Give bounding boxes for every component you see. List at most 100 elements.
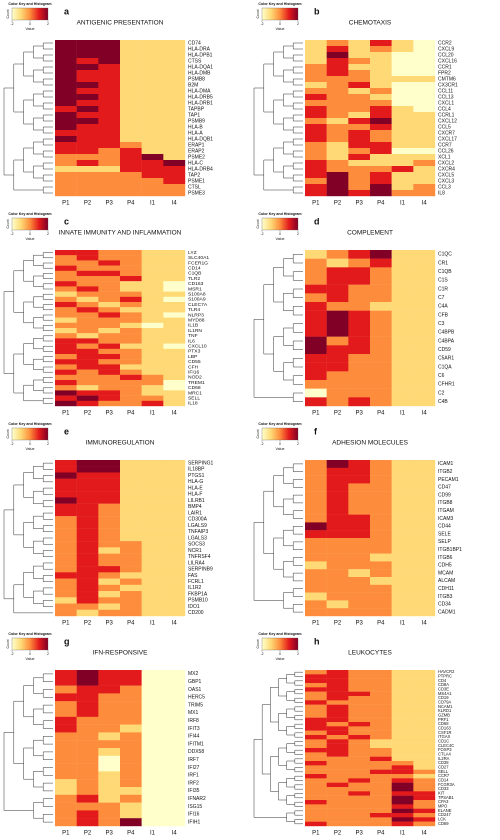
heat-cell [326,600,349,609]
heat-cell [370,142,392,149]
key-tick-label: 0 [29,232,31,236]
heat-cell [76,343,99,349]
dendrogram [33,141,44,155]
heat-cell [55,124,77,131]
heat-cell [413,709,436,714]
heat-cell [76,40,99,47]
heat-cell [305,70,327,77]
heat-cell [391,795,414,801]
heat-cell [141,307,164,313]
row-label: PTGS1 [188,473,205,479]
heat-cell [98,400,121,407]
column-label: I1 [150,201,156,207]
key-bar [11,427,49,441]
heat-cell [141,466,164,473]
heat-cell [120,553,142,561]
heat-cell [326,678,349,684]
row-label: CXCL5 [438,172,454,178]
heat-cell [55,88,77,95]
heat-cell [391,345,414,355]
heat-cell [55,333,77,339]
heat-cell [141,291,164,297]
heat-cell [55,58,77,65]
row-label: PSMB9 [188,118,205,124]
heat-cell [141,460,164,467]
heat-cell [413,722,436,727]
dendrogram [283,258,294,277]
dendrogram [42,673,53,682]
heat-cell [370,172,392,179]
heat-cell [120,354,142,360]
heat-cell [326,371,349,381]
heat-cell [98,100,121,107]
dendrogram [283,45,294,59]
row-label: IFI16 [188,812,200,818]
heat-cell [413,82,436,89]
heat-cell [141,364,164,370]
heat-cell [163,130,186,137]
row-label: MSR1 [188,286,202,292]
heat-cell [141,503,164,511]
heat-cell [141,677,164,686]
heat-cell [163,250,186,256]
heat-cell [163,40,186,47]
heat-cell [76,270,99,277]
heat-cell [391,545,414,554]
heat-cell [98,136,121,143]
heat-cell [76,677,99,686]
dendrogram [294,732,303,738]
heat-cell [305,739,327,744]
row-label: FAS [188,573,198,579]
heat-cell [370,569,392,578]
column-label: I4 [422,411,428,417]
row-label: CD44 [438,524,451,530]
heat-cell [55,541,77,548]
row-label: CR1 [438,260,448,266]
heat-cell [305,795,327,801]
heat-cell [413,569,436,578]
row-label: HLA-DQA1 [188,64,213,70]
heat-cell [141,118,164,125]
heat-cell [413,118,436,125]
heat-cell [391,118,414,125]
heat-cell [370,302,392,311]
heat-cell [413,172,436,179]
heat-cell [391,76,414,83]
row-label: IFI44 [188,734,200,740]
dendrogram [13,63,24,113]
heat-cell [413,538,436,546]
heat-cell [76,296,99,303]
dendrogram [292,186,303,194]
heat-cell [120,374,142,381]
heat-cell [55,566,77,573]
heat-cell [348,124,371,131]
heat-cell [391,58,414,65]
heat-cell [55,584,77,592]
heat-cell [163,328,186,334]
heat-cell [391,522,414,531]
heat-cell [305,328,327,337]
heat-cell [305,704,327,710]
heat-cell [370,284,392,294]
heat-cell [413,696,436,701]
dendrogram [42,162,53,170]
heat-cell [413,683,436,688]
heat-cell [55,76,77,83]
row-label: S100A9 [188,297,206,303]
heat-cell [98,82,121,89]
dendrogram [42,114,53,122]
heat-cell [391,709,414,714]
row-label: TNF [188,333,198,339]
heat-cell [76,528,99,536]
dendrogram [283,117,294,131]
heat-cell [141,400,164,407]
heat-cell [163,260,186,266]
heat-cell [391,284,414,294]
heat-cell [348,691,371,697]
heat-cell [370,678,392,684]
dendrogram [292,588,303,597]
dendrogram [42,782,53,792]
heat-cell [413,670,436,675]
heat-cell [413,687,436,692]
dendrogram [33,117,44,131]
